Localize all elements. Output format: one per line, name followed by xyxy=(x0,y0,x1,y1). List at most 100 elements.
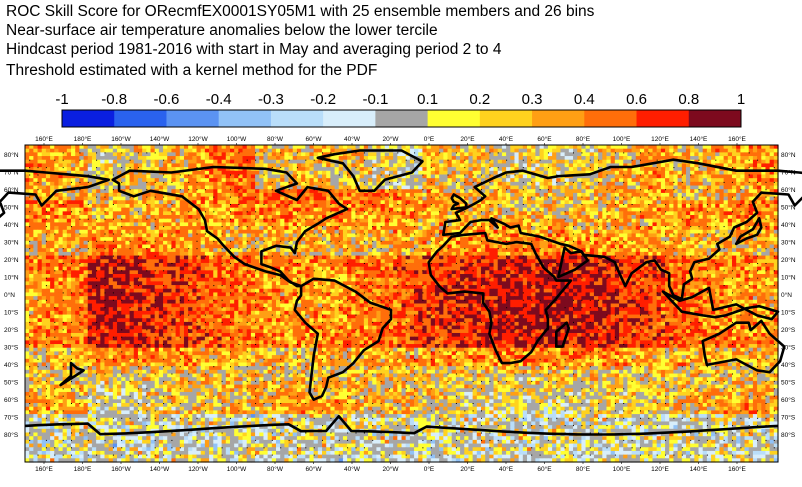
colorbar-segment xyxy=(323,110,376,127)
colorbar-segment xyxy=(166,110,220,127)
top-lon-label: 40°E xyxy=(499,135,514,143)
colorbar-tick-label: -0.2 xyxy=(310,91,337,108)
right-lat-label: 60°N xyxy=(781,186,796,194)
right-lat-label: 40°N xyxy=(781,221,796,229)
bottom-lon-label: 40°E xyxy=(499,465,514,473)
right-lat-label: 70°N xyxy=(781,169,796,177)
right-lat-label: 50°S xyxy=(781,379,796,387)
top-lon-label: 100°W xyxy=(227,135,247,143)
colorbar-segment xyxy=(584,110,638,127)
title-line-4: Threshold estimated with a kernel method… xyxy=(6,62,378,79)
left-lat-label: 50°N xyxy=(4,204,19,212)
right-lat-label: 10°N xyxy=(781,274,796,282)
left-lat-label: 0°N xyxy=(4,291,15,299)
top-lon-label: 160°W xyxy=(111,135,131,143)
colorbar-tick-label: -0.1 xyxy=(362,91,389,108)
top-lon-label: 140°E xyxy=(690,135,708,143)
bottom-lon-label: 60°E xyxy=(537,465,552,473)
top-lon-label: 80°W xyxy=(267,135,284,143)
left-lat-label: 30°N xyxy=(4,239,19,247)
colorbar-segment xyxy=(218,110,272,127)
colorbar-segment xyxy=(270,110,324,127)
right-lat-label: 0°N xyxy=(781,291,792,299)
bottom-lon-label: 80°E xyxy=(576,465,591,473)
colorbar-tick-label: -0.8 xyxy=(101,91,128,108)
colorbar-segment xyxy=(114,110,167,127)
right-lat-label: 70°S xyxy=(781,414,796,422)
colorbar-tick-label: 0.8 xyxy=(678,91,700,108)
top-lon-label: 0°E xyxy=(424,135,435,143)
left-lat-label: 30°S xyxy=(4,344,19,352)
left-lat-label: 70°N xyxy=(4,169,19,177)
bottom-lon-label: 120°W xyxy=(188,465,208,473)
bottom-lon-label: 180°E xyxy=(74,465,92,473)
coastlines xyxy=(0,149,802,436)
colorbar-segment xyxy=(427,110,481,127)
right-lat-label: 80°N xyxy=(781,151,796,159)
top-lon-label: 20°E xyxy=(460,135,475,143)
left-lat-label: 40°N xyxy=(4,221,19,229)
bottom-lon-label: 140°E xyxy=(690,465,708,473)
left-lat-label: 40°S xyxy=(4,361,19,369)
right-lat-label: 20°N xyxy=(781,256,796,264)
top-lon-label: 80°E xyxy=(576,135,591,143)
right-lat-label: 80°S xyxy=(781,431,796,439)
top-lon-label: 60°W xyxy=(306,135,323,143)
top-lon-label: 40°W xyxy=(344,135,361,143)
bottom-lon-label: 120°E xyxy=(651,465,669,473)
colorbar-tick-label: 0.2 xyxy=(469,91,491,108)
bottom-lon-label: 100°E xyxy=(613,465,631,473)
bottom-lon-label: 60°W xyxy=(306,465,323,473)
colorbar-tick-label: 1 xyxy=(736,91,746,108)
bottom-lon-label: 160°E xyxy=(35,465,53,473)
right-lat-label: 30°S xyxy=(781,344,796,352)
top-lon-label: 100°E xyxy=(613,135,631,143)
colorbar-segment xyxy=(532,110,585,127)
colorbar-tick-label: -0.3 xyxy=(257,91,284,108)
left-lat-label: 80°N xyxy=(4,151,19,159)
colorbar-segment xyxy=(375,110,429,127)
right-lat-label: 20°S xyxy=(781,326,796,334)
bottom-lon-label: 0°E xyxy=(424,465,435,473)
top-lon-label: 180°E xyxy=(74,135,92,143)
bottom-lon-label: 40°W xyxy=(344,465,361,473)
right-lat-label: 10°S xyxy=(781,309,796,317)
left-lat-label: 20°N xyxy=(4,256,19,264)
left-lat-label: 10°N xyxy=(4,274,19,282)
bottom-lon-label: 160°W xyxy=(111,465,131,473)
colorbar-tick-label: 0.3 xyxy=(521,91,543,108)
colorbar-tick-label: 0.4 xyxy=(573,91,595,108)
colorbar-tick-label: 0.6 xyxy=(626,91,647,108)
significance-dots xyxy=(29,152,775,456)
left-lat-label: 60°S xyxy=(4,396,19,404)
top-lon-label: 160°E xyxy=(35,135,53,143)
bottom-lon-label: 20°E xyxy=(460,465,475,473)
colorbar-segment xyxy=(479,110,533,127)
left-lat-label: 50°S xyxy=(4,379,19,387)
bottom-lon-label: 140°W xyxy=(150,465,170,473)
colorbar-segment xyxy=(62,110,115,127)
colorbar xyxy=(61,109,742,128)
title-line-1: ROC Skill Score for ORecmfEX0001SY05M1 w… xyxy=(6,3,595,20)
top-lon-label: 120°E xyxy=(651,135,669,143)
top-lon-label: 140°W xyxy=(150,135,170,143)
title-line-3: Hindcast period 1981-2016 with start in … xyxy=(6,41,502,58)
left-lat-label: 70°S xyxy=(4,414,19,422)
colorbar-tick-label: 0.1 xyxy=(417,91,439,108)
right-lat-label: 40°S xyxy=(781,361,796,369)
left-lat-label: 60°N xyxy=(4,186,19,194)
right-lat-label: 30°N xyxy=(781,239,796,247)
top-lon-label: 160°E xyxy=(728,135,746,143)
skill-score-grid xyxy=(25,145,779,463)
map-frame xyxy=(24,144,779,463)
colorbar-segment xyxy=(688,110,742,127)
title-line-2: Near-surface air temperature anomalies b… xyxy=(6,22,438,39)
top-lon-label: 60°E xyxy=(537,135,552,143)
bottom-lon-label: 100°W xyxy=(227,465,247,473)
colorbar-tick-label: -0.4 xyxy=(205,91,232,108)
top-lon-label: 120°W xyxy=(188,135,208,143)
right-lat-label: 50°N xyxy=(781,204,796,212)
right-lat-label: 60°S xyxy=(781,396,796,404)
colorbar-tick-label: -1 xyxy=(55,91,69,108)
